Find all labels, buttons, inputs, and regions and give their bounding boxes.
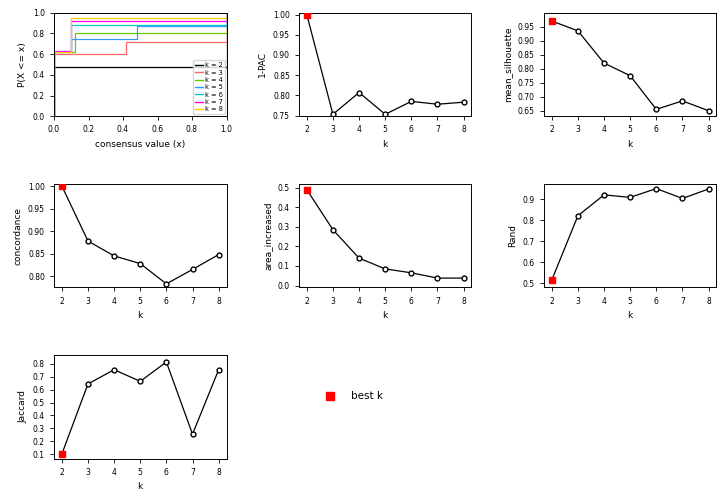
- Y-axis label: concordance: concordance: [14, 207, 22, 265]
- X-axis label: k: k: [382, 311, 388, 320]
- Y-axis label: area_increased: area_increased: [264, 201, 272, 270]
- Text: best k: best k: [351, 392, 383, 401]
- Legend: k = 2, k = 3, k = 4, k = 5, k = 6, k = 7, k = 8: k = 2, k = 3, k = 4, k = 5, k = 6, k = 7…: [193, 60, 225, 114]
- X-axis label: k: k: [628, 140, 633, 149]
- X-axis label: k: k: [628, 311, 633, 320]
- Y-axis label: Rand: Rand: [508, 224, 517, 247]
- Y-axis label: mean_silhouette: mean_silhouette: [503, 27, 513, 102]
- X-axis label: k: k: [138, 482, 143, 491]
- X-axis label: k: k: [382, 140, 388, 149]
- X-axis label: consensus value (x): consensus value (x): [95, 140, 185, 149]
- X-axis label: k: k: [138, 311, 143, 320]
- Y-axis label: P(X <= x): P(X <= x): [18, 42, 27, 87]
- Y-axis label: 1-PAC: 1-PAC: [258, 51, 267, 78]
- Y-axis label: Jaccard: Jaccard: [18, 390, 27, 423]
